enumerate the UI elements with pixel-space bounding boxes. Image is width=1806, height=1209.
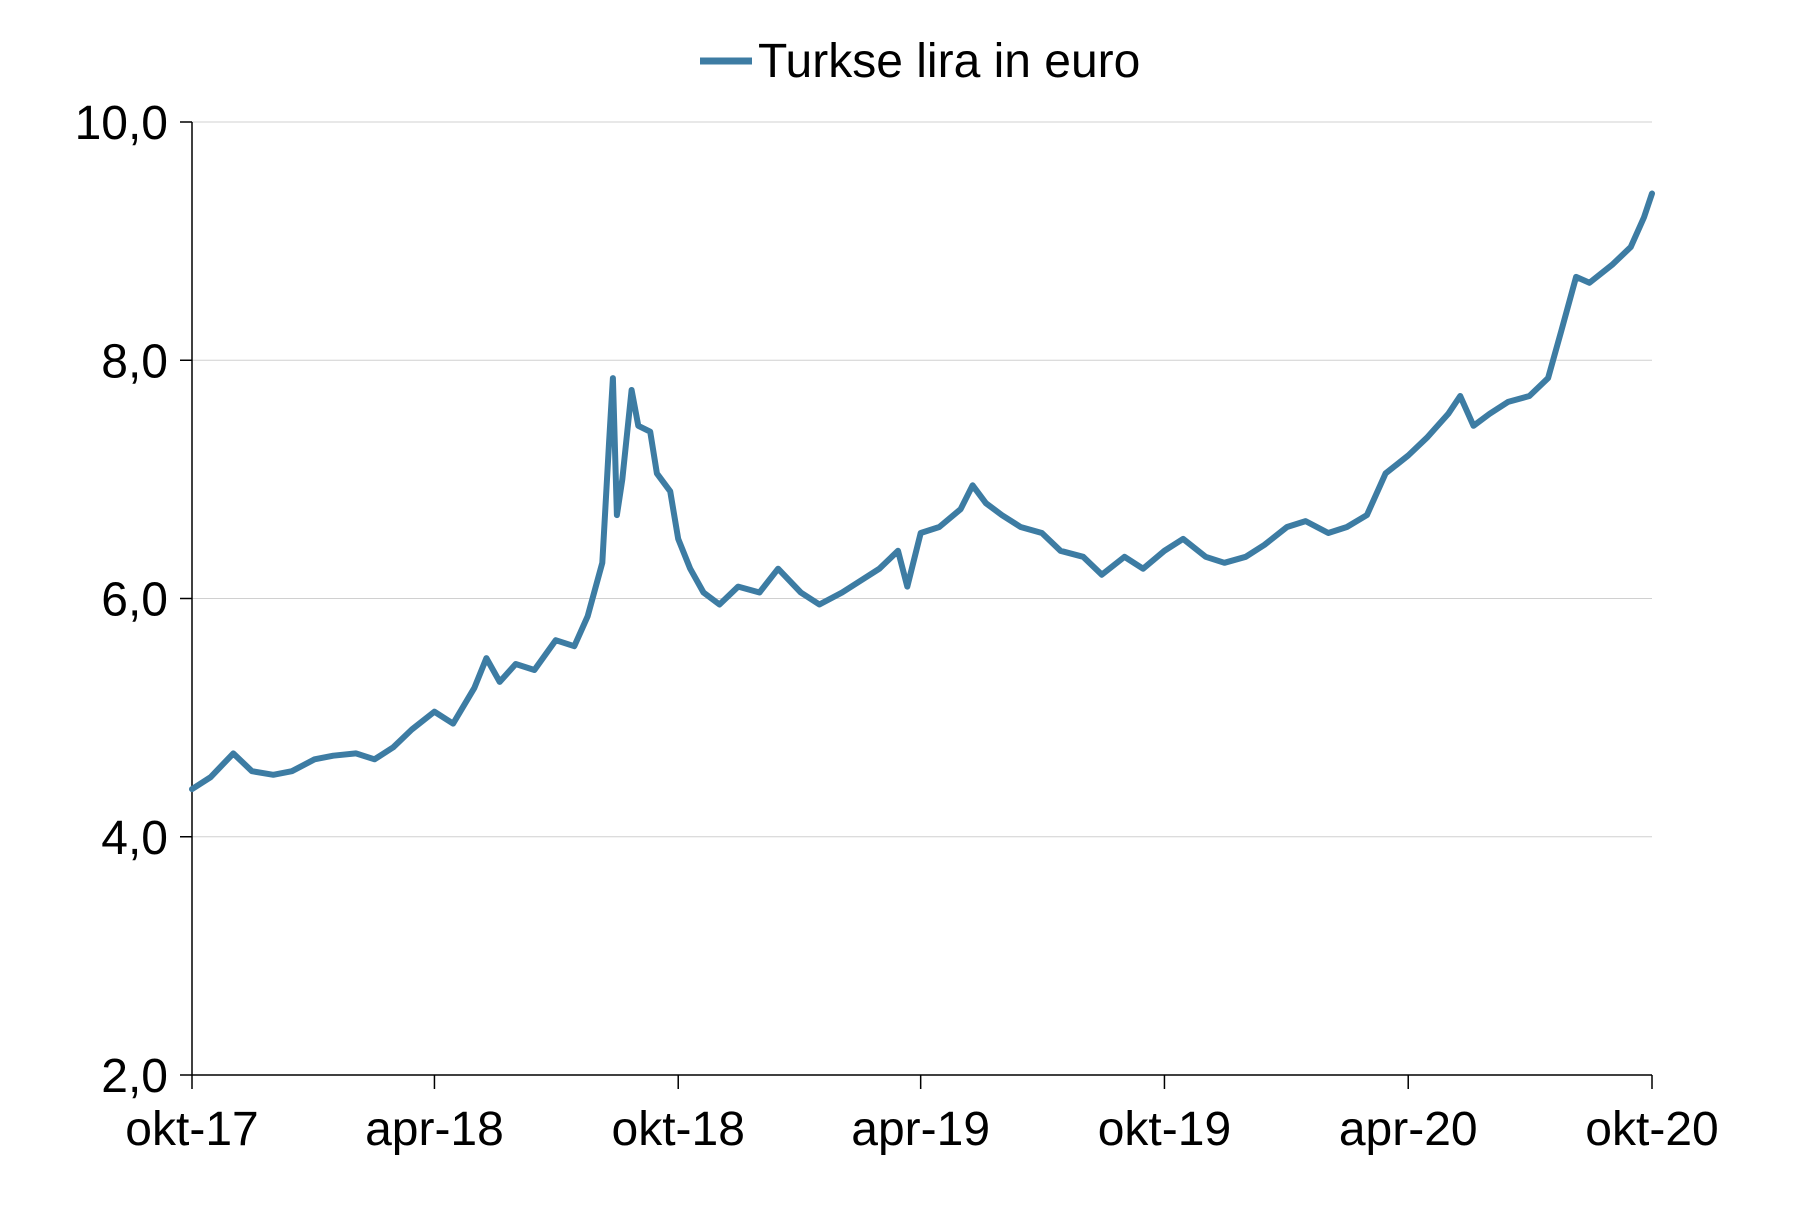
x-axis-ticks: okt-17 apr-18 okt-18 apr-19 okt-19 apr-20 okt-… [125,1075,1719,1156]
x-tick-label: apr-19 [851,1103,990,1156]
x-tick-label: apr-18 [365,1103,504,1156]
series-line [189,190,1655,793]
y-tick-label: 6,0 [101,574,168,627]
y-tick-label: 4,0 [101,812,168,865]
x-tick-label: okt-20 [1585,1103,1718,1156]
y-axis-ticks: 2,0 4,0 6,0 8,0 10,0 [75,97,192,1103]
y-tick-label: 10,0 [75,97,168,150]
legend-label: Turkse lira in euro [758,35,1140,88]
x-tick-label: okt-17 [125,1103,258,1156]
y-tick-label: 8,0 [101,335,168,388]
series-group [189,190,1655,793]
x-tick-label: apr-20 [1339,1103,1478,1156]
legend: Turkse lira in euro [700,35,1140,88]
gridlines [192,121,1652,838]
y-tick-label: 2,0 [101,1050,168,1103]
x-tick-label: okt-18 [612,1103,745,1156]
x-tick-label: okt-19 [1098,1103,1231,1156]
